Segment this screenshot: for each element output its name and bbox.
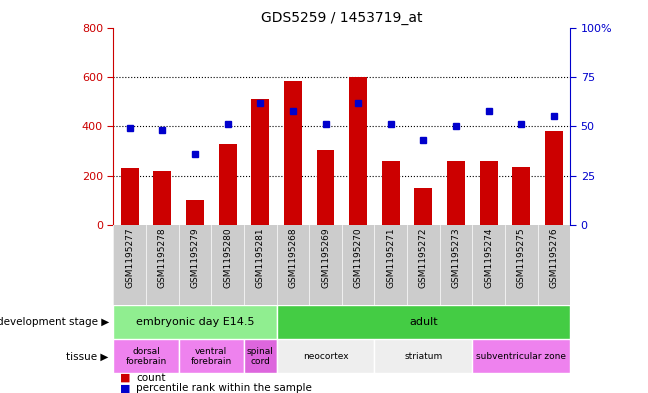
Text: embryonic day E14.5: embryonic day E14.5	[135, 318, 254, 327]
Bar	[316, 150, 334, 225]
Text: GSM1195274: GSM1195274	[484, 228, 493, 288]
Text: tissue ▶: tissue ▶	[67, 351, 109, 362]
Text: GSM1195271: GSM1195271	[386, 228, 395, 288]
Bar	[277, 305, 570, 340]
Bar	[218, 143, 237, 225]
Text: GSM1195276: GSM1195276	[550, 228, 559, 288]
Text: count: count	[136, 373, 166, 383]
Bar	[382, 161, 400, 225]
Text: GSM1195275: GSM1195275	[517, 228, 526, 288]
Bar	[113, 340, 179, 373]
Bar	[447, 161, 465, 225]
Text: adult: adult	[409, 318, 437, 327]
Bar	[513, 167, 530, 225]
Bar	[545, 131, 563, 225]
Title: GDS5259 / 1453719_at: GDS5259 / 1453719_at	[261, 11, 422, 25]
Text: GSM1195269: GSM1195269	[321, 228, 330, 288]
Bar	[244, 340, 277, 373]
Text: dorsal
forebrain: dorsal forebrain	[126, 347, 167, 366]
Bar	[349, 77, 367, 225]
Text: GSM1195277: GSM1195277	[125, 228, 134, 288]
Bar	[375, 340, 472, 373]
Text: GSM1195281: GSM1195281	[256, 228, 265, 288]
Text: GSM1195268: GSM1195268	[288, 228, 297, 288]
Bar	[284, 81, 302, 225]
Bar	[179, 340, 244, 373]
Text: ■: ■	[120, 383, 130, 393]
Text: striatum: striatum	[404, 352, 443, 361]
Bar	[113, 305, 277, 340]
Text: percentile rank within the sample: percentile rank within the sample	[136, 383, 312, 393]
Bar	[277, 340, 375, 373]
Text: GSM1195272: GSM1195272	[419, 228, 428, 288]
Text: neocortex: neocortex	[303, 352, 349, 361]
Text: subventricular zone: subventricular zone	[476, 352, 566, 361]
Text: ■: ■	[120, 373, 130, 383]
Text: GSM1195280: GSM1195280	[223, 228, 232, 288]
Bar	[251, 99, 269, 225]
Text: GSM1195270: GSM1195270	[354, 228, 363, 288]
Bar	[472, 340, 570, 373]
Text: GSM1195278: GSM1195278	[158, 228, 167, 288]
Bar	[154, 171, 171, 225]
Text: ventral
forebrain: ventral forebrain	[191, 347, 232, 366]
Bar	[121, 168, 139, 225]
Text: development stage ▶: development stage ▶	[0, 318, 109, 327]
Bar	[415, 188, 432, 225]
Text: GSM1195273: GSM1195273	[452, 228, 461, 288]
Bar	[186, 200, 204, 225]
Text: spinal
cord: spinal cord	[247, 347, 273, 366]
Bar	[480, 161, 498, 225]
Text: GSM1195279: GSM1195279	[191, 228, 200, 288]
